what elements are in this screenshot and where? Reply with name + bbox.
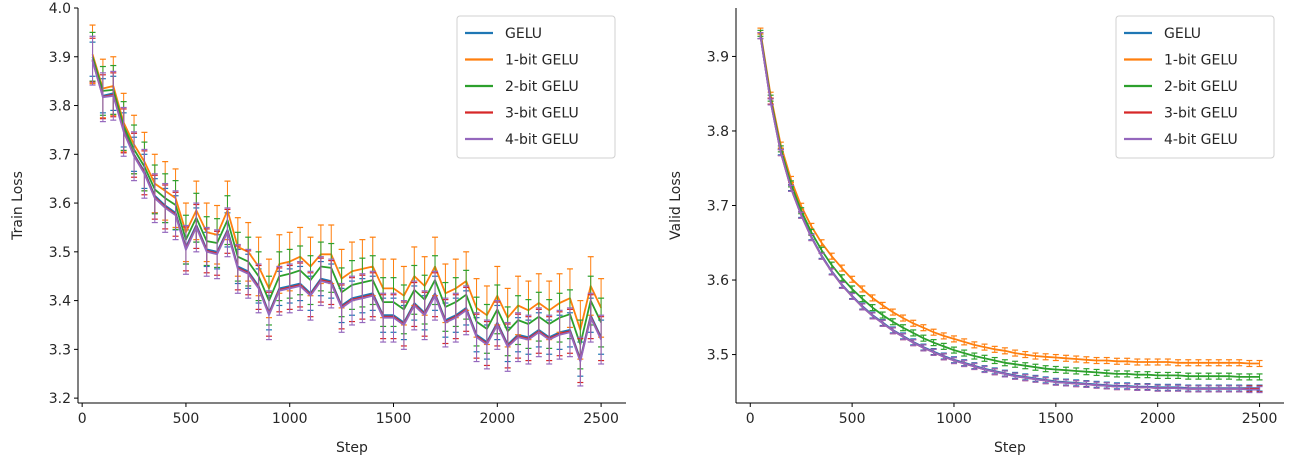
legend-label: 2-bit GELU (1164, 79, 1238, 95)
x-tick-label: 500 (173, 411, 200, 427)
x-axis-label: Step (336, 440, 368, 456)
series-line (91, 60, 602, 363)
legend-label: 3-bit GELU (505, 106, 579, 122)
chart-1: 0 500 1000 1500 2000 2500 3.2 3.3 3.4 3.5 3.6 3.7 3.… (10, 1, 626, 456)
x-tick-label: 1500 (1038, 411, 1074, 427)
y-tick-label: 3.6 (49, 196, 71, 212)
legend-label: 4-bit GELU (505, 132, 579, 148)
y-tick-label: 3.5 (49, 245, 71, 261)
series-line (91, 54, 602, 331)
series-4-bit-gelu (757, 31, 1263, 394)
y-tick-label: 3.8 (49, 99, 71, 115)
legend-label: 1-bit GELU (1164, 53, 1238, 69)
x-tick-label: 2500 (1242, 411, 1278, 427)
legend-box (1115, 15, 1275, 159)
series-4-bit-gelu (89, 35, 605, 387)
x-tick-label: 0 (78, 411, 87, 427)
y-tick-label: 3.7 (49, 147, 71, 163)
y-tick-label: 3.8 (707, 124, 729, 140)
x-axis-label: Step (994, 440, 1026, 456)
x-tick-label: 2000 (479, 411, 515, 427)
x-tick-label: 1000 (272, 411, 308, 427)
x-tick-label: 500 (839, 411, 866, 427)
y-axis-label: Valid Loss (668, 171, 684, 240)
y-tick-label: 3.9 (707, 49, 729, 65)
legend-label: GELU (505, 26, 542, 42)
y-tick-label: 3.5 (707, 348, 729, 364)
legend-label: 3-bit GELU (1164, 106, 1238, 122)
y-tick-label: 3.2 (49, 391, 71, 407)
y-tick-label: 3.3 (49, 342, 71, 358)
y-tick-label: 3.4 (49, 294, 71, 310)
series-line (91, 56, 602, 346)
chart-2: 0 500 1000 1500 2000 2500 3.5 3.6 3.7 3.8 3.9 Step V… (668, 8, 1284, 456)
y-tick-label: 3.7 (707, 199, 729, 215)
x-tick-label: 2000 (1140, 411, 1176, 427)
x-tick-label: 1500 (376, 411, 412, 427)
x-tick-label: 2500 (583, 411, 619, 427)
x-tick-label: 1000 (936, 411, 972, 427)
series-line (759, 35, 1260, 391)
legend-label: 1-bit GELU (505, 53, 579, 69)
legend: GELU 1-bit GELU 2-bit GELU 3-bit GELU 4-bit … (456, 15, 616, 159)
y-axis-label: Train Loss (10, 171, 26, 241)
legend-box (456, 15, 616, 159)
y-tick-label: 3.9 (49, 50, 71, 66)
legend: GELU 1-bit GELU 2-bit GELU 3-bit GELU 4-bit … (1115, 15, 1275, 159)
legend-label: 2-bit GELU (505, 79, 579, 95)
series-1-bit-gelu (757, 27, 1263, 368)
series-line (759, 30, 1260, 365)
x-tick-label: 0 (746, 411, 755, 427)
y-tick-label: 3.6 (707, 273, 729, 289)
y-tick-label: 4.0 (49, 1, 71, 17)
legend-label: GELU (1164, 26, 1201, 42)
legend-label: 4-bit GELU (1164, 132, 1238, 148)
series-line (759, 33, 1260, 378)
